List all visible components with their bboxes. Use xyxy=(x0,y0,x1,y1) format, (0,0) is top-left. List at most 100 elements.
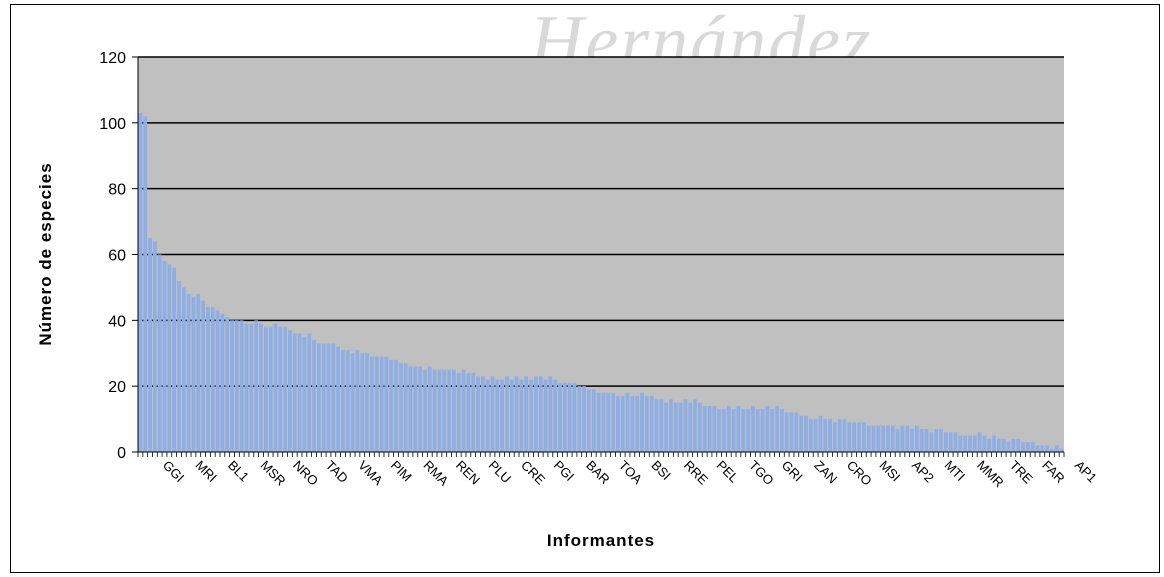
bar xyxy=(138,112,143,453)
x-category-label: NRO xyxy=(290,458,321,489)
bar xyxy=(963,435,968,452)
bar xyxy=(360,353,365,452)
bar xyxy=(505,376,509,452)
bar xyxy=(355,349,360,452)
x-category-label: VMA xyxy=(355,458,386,489)
bars xyxy=(138,112,1064,453)
bar xyxy=(616,396,620,452)
bar xyxy=(389,359,394,452)
bar xyxy=(799,415,804,452)
bar xyxy=(167,264,172,453)
x-category-label: MMR xyxy=(974,458,1007,491)
bar xyxy=(374,356,379,452)
bar xyxy=(717,409,722,452)
y-axis-title: Número de especies xyxy=(36,162,55,345)
bar xyxy=(997,438,1001,452)
bar xyxy=(302,336,307,452)
bar xyxy=(582,386,586,452)
bar xyxy=(939,428,943,452)
bar xyxy=(895,428,900,452)
x-category-label: RRE xyxy=(681,458,711,488)
bar xyxy=(731,409,736,452)
bar xyxy=(736,405,741,452)
bar xyxy=(953,432,958,452)
x-category-label: ZAN xyxy=(811,458,840,487)
x-category-label: GGI xyxy=(160,458,187,485)
bar xyxy=(297,333,302,452)
bar xyxy=(529,379,533,452)
y-tick-label: 100 xyxy=(99,116,126,133)
bar xyxy=(1040,445,1045,452)
bar xyxy=(591,389,596,452)
x-axis: GGI MRI BL1 MSR NRO TAD VMA PIM RMA REN PLU CRE PGI B… xyxy=(137,451,1100,491)
bar xyxy=(765,405,770,452)
bar xyxy=(1011,438,1016,452)
bar xyxy=(861,422,866,453)
bar xyxy=(635,396,640,452)
bar xyxy=(943,432,948,452)
bar xyxy=(596,392,601,452)
bar xyxy=(702,405,707,452)
bar xyxy=(427,366,432,452)
bar xyxy=(1025,442,1030,453)
bar xyxy=(418,366,423,452)
bar xyxy=(157,254,162,452)
bar xyxy=(968,435,972,452)
bar xyxy=(365,353,369,452)
bar xyxy=(644,396,649,452)
bar xyxy=(206,307,210,452)
bar xyxy=(413,366,418,452)
bar xyxy=(186,294,191,452)
bar xyxy=(837,419,842,452)
bar xyxy=(432,369,437,452)
bar xyxy=(683,399,688,452)
bar xyxy=(273,323,278,453)
bar xyxy=(456,373,461,452)
bar xyxy=(924,428,929,452)
bar xyxy=(181,287,186,452)
bar xyxy=(553,379,558,452)
bar xyxy=(741,409,746,452)
x-category-label: FAR xyxy=(1039,458,1067,486)
y-tick-label: 40 xyxy=(108,313,126,330)
bar xyxy=(259,323,263,453)
bar xyxy=(514,376,519,452)
y-tick-label: 60 xyxy=(108,248,126,265)
bar xyxy=(538,376,543,452)
bar xyxy=(1059,448,1064,452)
bar xyxy=(466,373,471,452)
bar xyxy=(345,349,350,452)
bar xyxy=(842,419,847,452)
x-category-label: MSR xyxy=(258,458,289,489)
bar xyxy=(751,405,755,452)
bar xyxy=(210,307,215,452)
bar xyxy=(234,320,239,452)
x-category-label: GRI xyxy=(779,458,806,485)
bar xyxy=(394,359,398,452)
bar xyxy=(220,313,225,452)
bar xyxy=(866,425,871,452)
bar xyxy=(326,343,331,453)
bar xyxy=(524,376,529,452)
bar xyxy=(934,428,939,452)
bar xyxy=(191,297,196,452)
bar xyxy=(577,386,582,452)
bar xyxy=(630,396,635,452)
bar xyxy=(509,379,514,452)
y-tick-label: 120 xyxy=(99,50,126,67)
x-category-label: BAR xyxy=(583,458,613,488)
x-axis-title: Informantes xyxy=(547,531,655,550)
bar xyxy=(215,310,220,452)
bar xyxy=(519,379,524,452)
bar xyxy=(620,396,625,452)
bar xyxy=(929,432,934,452)
bar xyxy=(977,432,982,452)
x-category-label: RMA xyxy=(420,458,451,489)
bar xyxy=(707,405,712,452)
bar xyxy=(408,366,413,452)
bar xyxy=(1035,445,1040,452)
x-category-label: TAD xyxy=(323,458,351,486)
bar xyxy=(495,379,500,452)
bar xyxy=(746,409,750,452)
